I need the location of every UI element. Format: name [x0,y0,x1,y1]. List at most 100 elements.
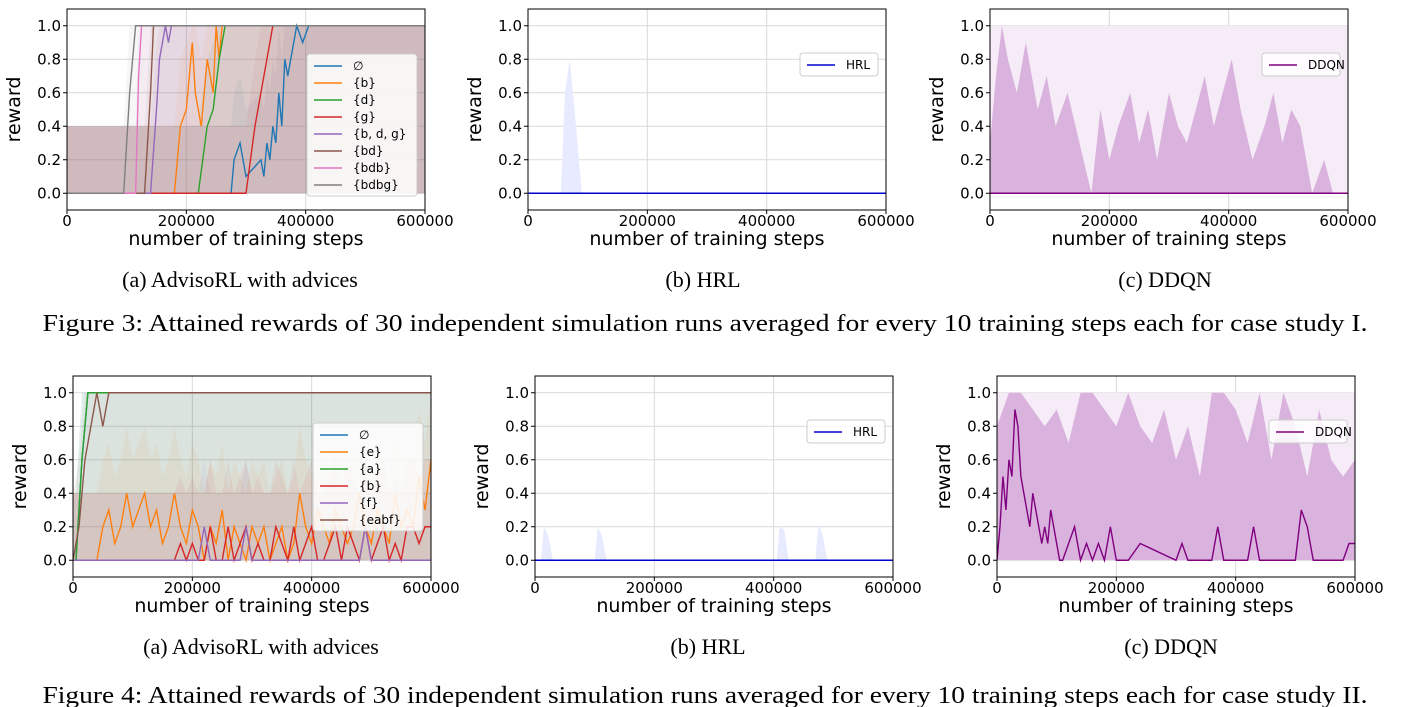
y-tick-label: 0.6 [505,451,529,469]
legend-label: {b, d, g} [353,127,406,141]
y-tick-label: 0.8 [960,50,984,68]
y-tick-label: 0.6 [960,84,984,102]
y-tick-label: 0.4 [960,117,984,135]
y-tick-label: 0.4 [498,117,522,135]
y-tick-label: 0.8 [505,417,529,435]
chart-2: 0 200000 400000 600000 0.0 0.2 0.4 0.6 0.8 1.0 num… [926,8,1377,250]
legend-label: ∅ [359,428,369,442]
chart-5: 0 200000 400000 600000 0.0 0.2 0.4 0.6 0.8 1.0 num… [933,375,1384,617]
y-axis-label: reward [933,444,955,510]
x-tick-label: 200000 [1081,212,1138,230]
x-tick-label: 200000 [1088,579,1145,597]
y-axis-label: reward [471,444,493,510]
y-axis-label: reward [464,77,486,143]
y-tick-label: 0.2 [505,518,529,536]
legend-label: {bd} [353,144,384,158]
figure-4-caption: Figure 4: Attained rewards of 30 indepen… [43,683,1368,707]
x-tick-label: 0 [62,212,72,230]
y-axis-label: reward [926,77,948,143]
subcaption-3b: (b) HRL [665,267,740,292]
y-tick-label: 0.0 [960,184,984,202]
series-band [73,459,431,561]
chart-3: 0 200000 400000 600000 0.0 0.2 0.4 0.6 0.8 1.0 num… [9,375,460,617]
chart-0: 0 200000 400000 600000 0.0 0.2 0.4 0.6 0.8 1.0 num… [3,8,454,250]
series-line-4 [73,526,431,561]
y-tick-label: 0.0 [43,551,67,569]
y-tick-label: 0.8 [498,50,522,68]
y-tick-label: 1.0 [43,384,67,402]
legend-label: {e} [359,445,382,459]
y-tick-label: 0.2 [43,518,67,536]
y-tick-label: 1.0 [37,17,61,35]
y-axis-label: reward [3,77,25,143]
subcaption-4a: (a) AdvisoRL with advices [143,634,379,659]
legend-label: ∅ [353,59,363,73]
legend-label: DDQN [1308,58,1345,72]
legend: ∅ {e} {a} {b} {f} {eabf} [312,422,424,532]
axes-frame [534,375,894,578]
axes-frame [996,375,1356,578]
y-tick-label: 0.6 [498,84,522,102]
plot-area [990,25,1348,194]
variance-band [560,59,582,194]
plot-area [535,523,893,561]
legend-label: {bdb} [353,161,391,175]
legend-label: {d} [353,93,376,107]
y-tick-label: 0.0 [37,184,61,202]
series-band [73,459,431,561]
variance-band [540,523,828,561]
y-tick-label: 0.8 [43,417,67,435]
x-axis-label: number of training steps [1051,228,1286,250]
legend-label: HRL [853,425,877,439]
x-axis-label: number of training steps [128,228,363,250]
legend: ∅ {b} {d} {g} {b, d, g} {bd} {bdb} {bdbg} [306,53,418,197]
subcaption-4b: (b) HRL [670,634,745,659]
x-tick-label: 600000 [864,579,921,597]
y-tick-label: 0.4 [505,484,529,502]
legend-label: {g} [353,110,376,124]
y-tick-label: 0.2 [960,151,984,169]
subcaption-3c: (c) DDQN [1118,267,1212,292]
x-tick-label: 0 [68,579,78,597]
plot-area [528,59,886,194]
x-tick-label: 600000 [1319,212,1376,230]
legend-label: {eabf} [359,513,401,527]
y-tick-label: 0.4 [967,484,991,502]
legend-box [1268,419,1348,444]
x-tick-label: 400000 [277,212,334,230]
axes-frame [72,375,432,578]
x-tick-label: 0 [530,579,540,597]
x-tick-label: 0 [523,212,533,230]
legend: HRL [799,52,879,77]
x-axis-label: number of training steps [1058,595,1293,617]
subcaption-4c: (c) DDQN [1124,634,1218,659]
x-tick-label: 600000 [1326,579,1383,597]
chart-4: 0 200000 400000 600000 0.0 0.2 0.4 0.6 0.8 1.0 num… [471,375,922,617]
y-tick-label: 0.8 [37,50,61,68]
y-tick-label: 0.2 [37,151,61,169]
legend-box [806,419,886,444]
y-tick-label: 1.0 [498,17,522,35]
figure-3-caption: Figure 3: Attained rewards of 30 indepen… [43,311,1368,337]
y-tick-label: 1.0 [967,384,991,402]
x-tick-label: 200000 [164,579,221,597]
subcaption-3a: (a) AdvisoRL with advices [122,267,358,292]
y-axis-label: reward [9,444,31,510]
x-tick-label: 600000 [396,212,453,230]
x-tick-label: 200000 [619,212,676,230]
series-line-7 [67,25,425,194]
x-tick-label: 0 [992,579,1002,597]
y-tick-label: 1.0 [960,17,984,35]
y-tick-label: 0.4 [43,484,67,502]
axes-frame [989,8,1349,211]
y-tick-label: 0.6 [43,451,67,469]
x-axis-label: number of training steps [596,595,831,617]
charts-layer: 0 200000 400000 600000 0.0 0.2 0.4 0.6 0.8 1.0 num… [3,8,1384,617]
y-tick-label: 0.0 [505,551,529,569]
legend: DDQN [1261,52,1345,77]
x-tick-label: 400000 [1200,212,1257,230]
legend-label: {f} [359,496,379,510]
x-tick-label: 400000 [283,579,340,597]
x-tick-label: 400000 [738,212,795,230]
